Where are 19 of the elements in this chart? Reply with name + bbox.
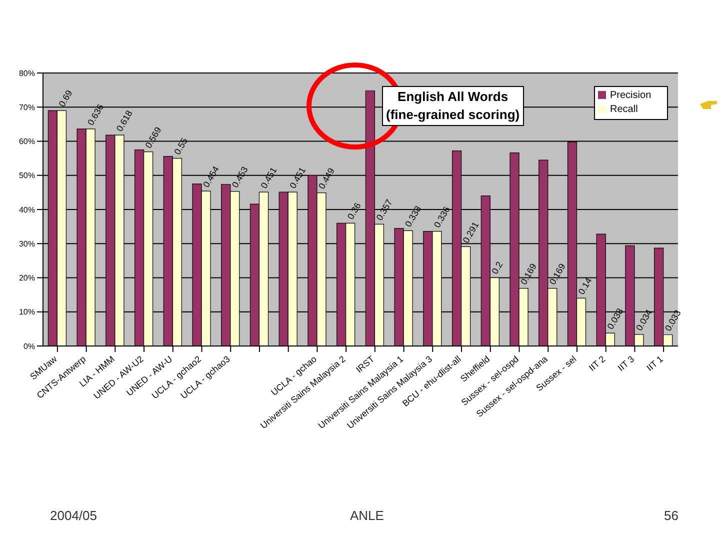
text: English All Words (fine-grained scoring) [386, 88, 520, 124]
data-label: 0.2 [490, 260, 505, 276]
y-tick-label: 20% [18, 274, 35, 283]
y-tick-label: 50% [18, 171, 35, 180]
legend-label: Recall [610, 104, 638, 115]
y-tick-label: 80% [18, 68, 35, 78]
y-tick-label: 40% [18, 205, 35, 214]
x-tick-label: IIT 3 [616, 354, 636, 373]
x-tick-label: IIT 2 [587, 354, 608, 373]
y-tick-label: 60% [18, 137, 35, 146]
text: 2004/05 [50, 508, 97, 523]
y-tick-label: 0% [23, 342, 35, 351]
y-tick-label: 10% [18, 308, 35, 317]
x-tick-label: IIT 1 [644, 354, 665, 373]
text: ANLE [350, 508, 384, 523]
y-tick-label: 30% [18, 239, 35, 248]
text: 56 [664, 508, 678, 523]
y-tick-label: 70% [18, 102, 35, 112]
legend-label: Precision [610, 90, 652, 101]
